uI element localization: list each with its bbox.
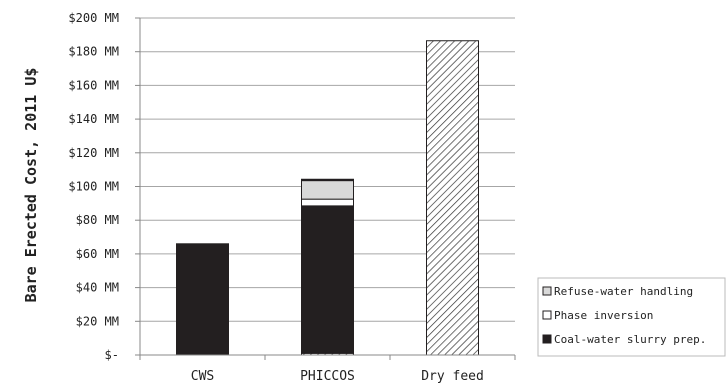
legend-entry: Refuse-water handling [554, 285, 693, 298]
bar-segment [301, 205, 354, 354]
x-axis-category-labels: CWS PHICCOS Dry feed [191, 369, 484, 384]
x-tick-label: Dry feed [421, 369, 484, 384]
legend-swatch [542, 334, 552, 344]
bar-segment [301, 178, 354, 182]
bars [176, 40, 479, 356]
y-tick-label: $40 MM [76, 281, 119, 295]
y-tick-label: $- [105, 348, 119, 362]
legend-box [537, 277, 726, 357]
y-tick-label: $60 MM [76, 247, 119, 261]
y-tick-label: $20 MM [76, 314, 119, 328]
y-tick-label: $100 MM [68, 180, 119, 194]
legend-swatch [542, 310, 552, 320]
y-tick-label: $160 MM [68, 78, 119, 92]
legend: Refuse-water handling Phase inversion Coal… [537, 277, 726, 357]
y-tick-label: $140 MM [68, 112, 119, 126]
x-tick-label: PHICCOS [300, 369, 355, 384]
bar-segment [426, 40, 479, 356]
legend-entry: Phase inversion [554, 309, 653, 322]
legend-entry: Coal-water slurry prep. [554, 333, 706, 346]
y-tick-label: $120 MM [68, 146, 119, 160]
x-axis [139, 354, 516, 360]
bar-segment [176, 243, 229, 356]
y-tick-label: $180 MM [68, 45, 119, 59]
y-tick-label: $80 MM [76, 213, 119, 227]
y-axis-tick-labels: $- $20 MM $40 MM $60 MM $80 MM $100 MM $120 MM… [68, 11, 119, 362]
bar-segment [301, 180, 354, 200]
y-axis-label: Bare Erected Cost, 2011 U$ [22, 68, 40, 303]
legend-swatch [542, 286, 552, 296]
bar-segment [301, 198, 354, 207]
x-tick-label: CWS [191, 369, 214, 384]
y-tick-label: $200 MM [68, 11, 119, 25]
